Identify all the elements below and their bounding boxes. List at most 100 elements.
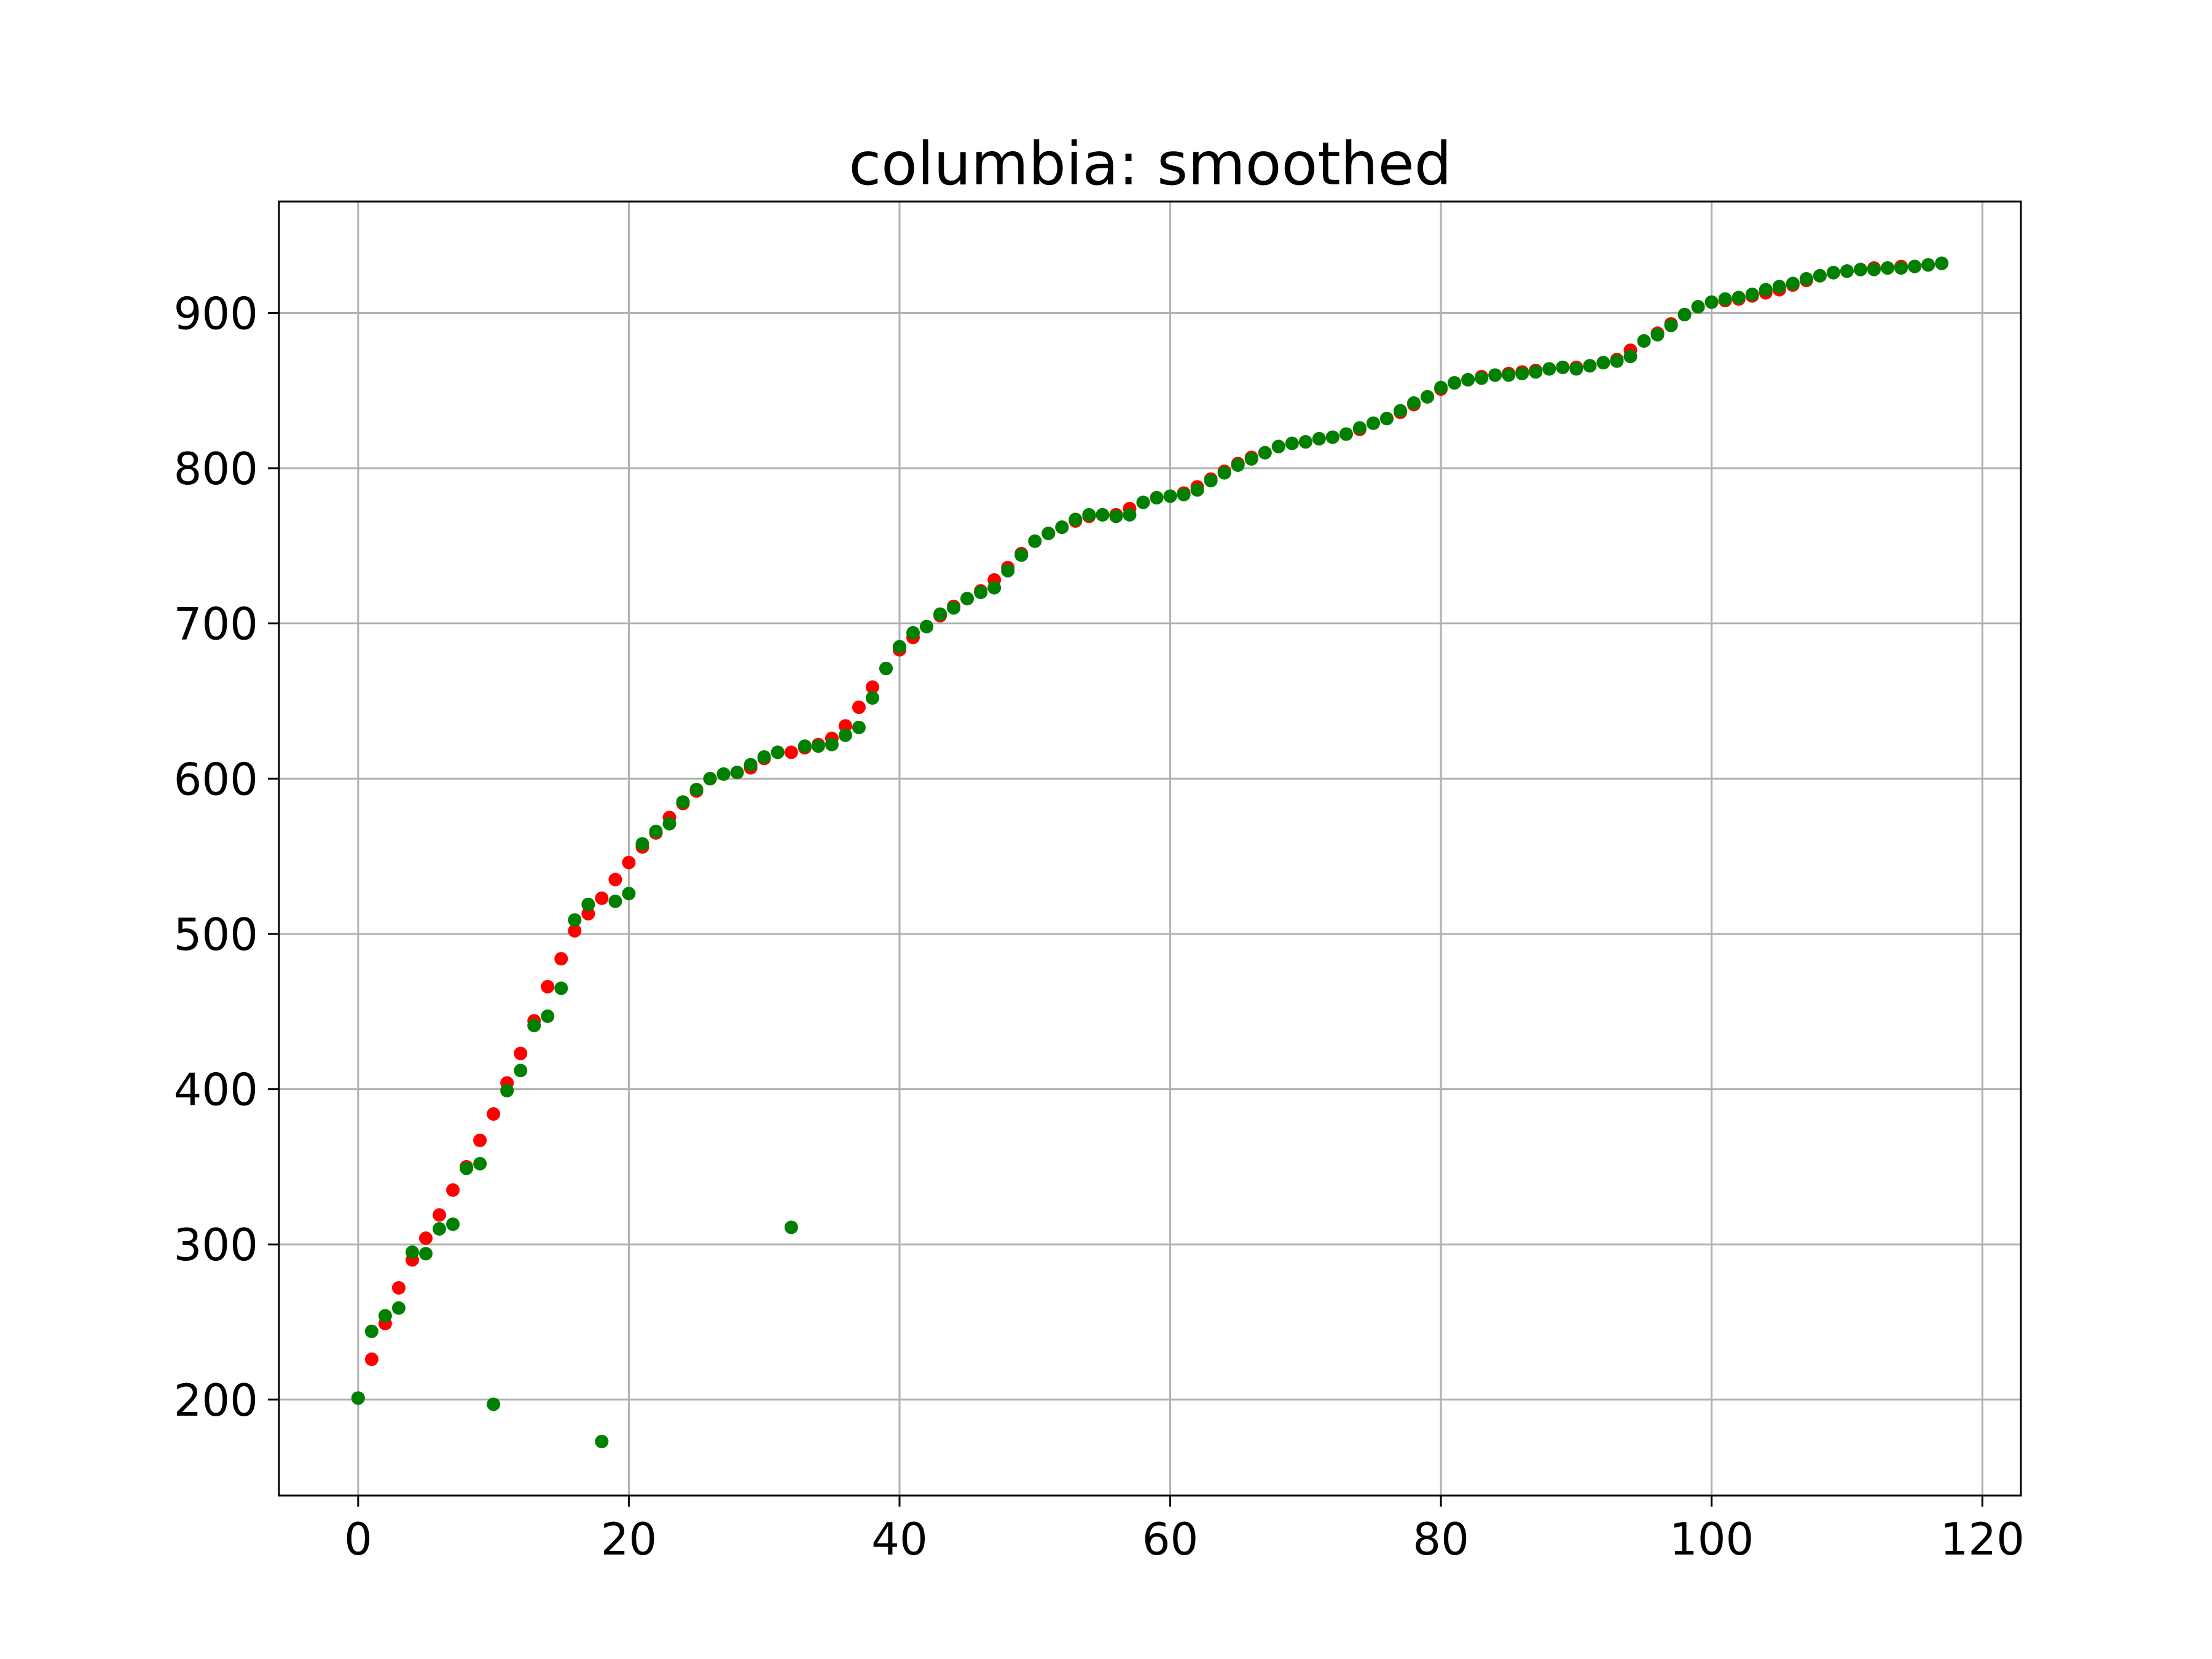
data-point [1704, 295, 1719, 309]
x-tick-label: 20 [601, 1513, 657, 1565]
data-point [1840, 264, 1854, 278]
data-point [595, 891, 609, 905]
data-point [433, 1222, 447, 1236]
data-point [1637, 334, 1651, 348]
data-point [1204, 474, 1218, 488]
data-point [487, 1397, 501, 1411]
data-point [1461, 373, 1475, 387]
data-point [622, 887, 636, 901]
data-point [500, 1084, 514, 1098]
data-point [1352, 421, 1367, 435]
data-point [1339, 427, 1353, 441]
data-point [798, 739, 812, 753]
data-point [473, 1133, 487, 1147]
data-point [541, 979, 555, 994]
data-point [568, 913, 582, 927]
data-point [1677, 307, 1692, 321]
data-point [1028, 534, 1042, 548]
data-point [1596, 356, 1610, 370]
data-point [487, 1107, 501, 1121]
data-point [1921, 258, 1936, 272]
data-point [1826, 265, 1840, 280]
data-point [1041, 527, 1056, 541]
data-point [1664, 318, 1678, 332]
y-tick-label: 300 [174, 1219, 258, 1271]
data-point [581, 907, 595, 921]
data-point [554, 981, 568, 995]
data-point [1285, 436, 1299, 450]
data-point [662, 817, 677, 831]
data-point [1732, 291, 1746, 305]
y-tick-label: 500 [174, 909, 258, 960]
data-point [364, 1352, 378, 1367]
data-point [1772, 280, 1786, 294]
data-point [1394, 404, 1408, 418]
data-point [1935, 256, 1949, 270]
data-point [1407, 396, 1421, 410]
data-point [608, 873, 622, 887]
data-point [1610, 354, 1624, 368]
data-point [1217, 466, 1231, 480]
data-point [852, 720, 866, 734]
series-1-points [351, 256, 1949, 1449]
data-point [1014, 548, 1029, 562]
data-point [1366, 416, 1380, 430]
data-point [581, 897, 595, 911]
data-point [1325, 430, 1339, 444]
data-point [1718, 292, 1732, 306]
data-point [960, 592, 975, 606]
data-point [1055, 520, 1069, 535]
data-point [784, 745, 798, 759]
data-point [1569, 362, 1583, 376]
data-point [1163, 489, 1177, 503]
data-point [838, 728, 852, 742]
data-point [1231, 458, 1245, 472]
data-point [1502, 368, 1516, 382]
data-point [1258, 445, 1272, 460]
data-point [433, 1208, 447, 1222]
data-point [1271, 439, 1285, 453]
data-point [703, 772, 717, 786]
y-tick-label: 900 [174, 288, 258, 339]
data-point [541, 1009, 555, 1023]
data-point [1379, 412, 1394, 426]
data-point [514, 1046, 528, 1061]
data-point [446, 1183, 460, 1197]
data-point [1691, 300, 1705, 314]
data-point [1069, 512, 1083, 527]
y-tick-label: 200 [174, 1375, 258, 1426]
data-point [391, 1301, 406, 1315]
data-point [1177, 487, 1191, 501]
data-point [974, 586, 988, 600]
data-point [1556, 360, 1570, 374]
x-tick-label: 60 [1142, 1513, 1199, 1565]
data-point [838, 719, 852, 733]
x-tick-label: 100 [1669, 1513, 1754, 1565]
data-point [405, 1245, 419, 1259]
data-point [1096, 508, 1110, 522]
data-point [635, 837, 649, 851]
data-point [1908, 259, 1922, 273]
data-point [1813, 269, 1827, 283]
chart-title: columbia: smoothed [849, 130, 1451, 198]
axis-ticks: 0 20 40 60 80 100 120 200 300 400 500 600 700 800 900 [174, 288, 2025, 1565]
data-point [1894, 261, 1908, 275]
data-point [595, 1435, 609, 1449]
data-point [554, 952, 568, 966]
data-point [1082, 508, 1096, 522]
data-point [1529, 365, 1543, 379]
data-points [351, 256, 1949, 1449]
x-tick-label: 0 [344, 1513, 372, 1565]
data-point [784, 1220, 798, 1234]
data-point [920, 619, 934, 633]
data-point [1881, 261, 1895, 275]
data-point [852, 700, 866, 715]
x-tick-label: 80 [1413, 1513, 1469, 1565]
data-point [987, 581, 1002, 595]
data-point [568, 924, 582, 938]
data-point [527, 1019, 541, 1033]
data-point [473, 1156, 487, 1171]
data-point [757, 750, 771, 764]
data-point [892, 640, 906, 654]
